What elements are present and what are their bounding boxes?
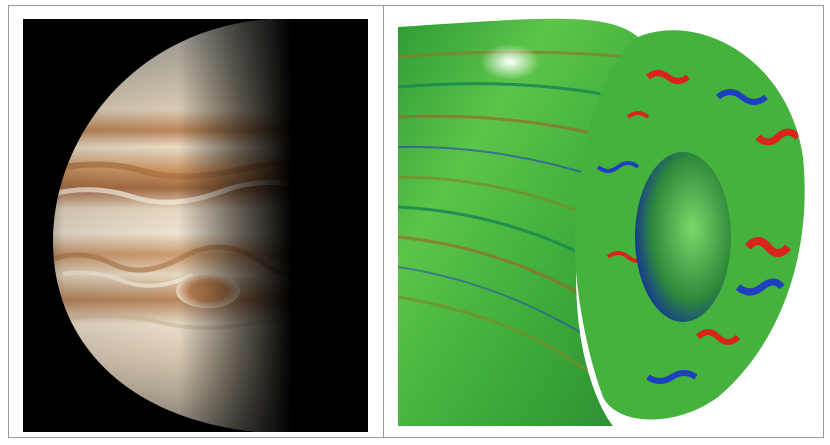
table-column-divider: [383, 5, 384, 438]
simulation-image-panel: [398, 17, 811, 426]
torus-inner-hole: [635, 152, 731, 322]
jupiter-image: [23, 19, 368, 432]
torus-simulation-image: [398, 17, 811, 426]
jupiter-image-panel: [23, 19, 368, 432]
specular-highlight: [480, 44, 540, 80]
jupiter-planet: [53, 19, 368, 432]
